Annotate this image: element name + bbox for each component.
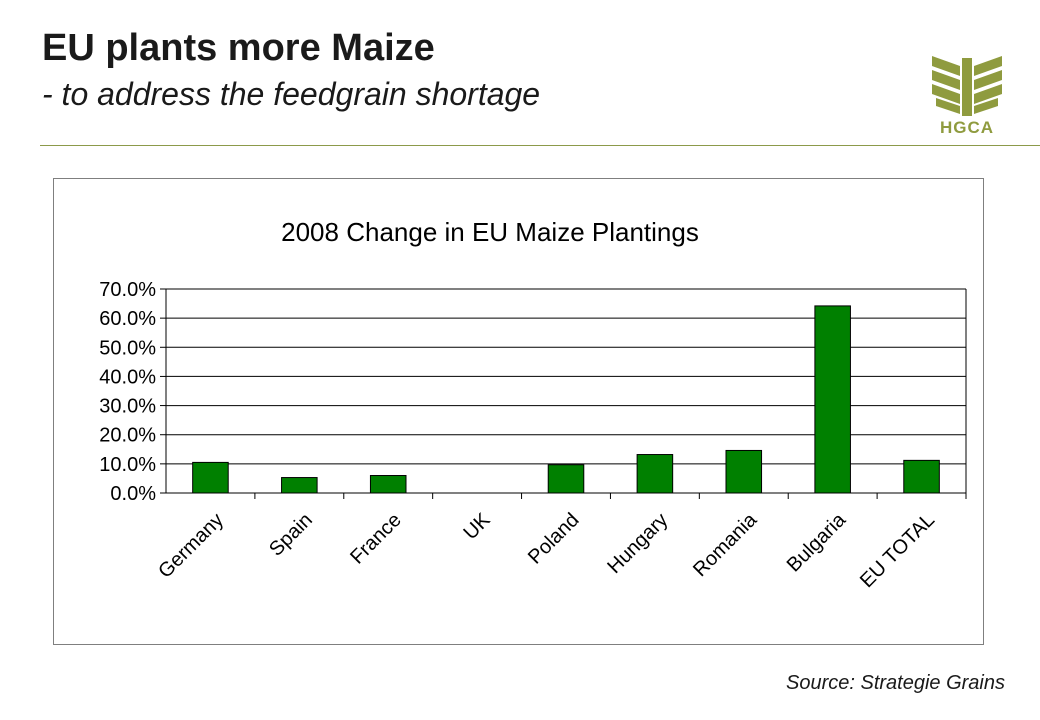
title-divider [40,145,1040,146]
logo-text: HGCA [939,118,995,137]
slide-title: EU plants more Maize [42,27,435,69]
x-tick-label: France [346,509,406,569]
slide-subtitle: - to address the feedgrain shortage [42,76,541,112]
chart-title: 2008 Change in EU Maize Plantings [281,217,699,247]
bar-chart: 2008 Change in EU Maize Plantings 0.0% 10… [99,217,967,592]
x-tick-label: Romania [689,508,762,581]
y-tick-label: 50.0% [99,337,156,359]
x-tick-label: UK [459,509,495,545]
y-tick-label: 0.0% [110,483,156,505]
y-tick-label: 40.0% [99,366,156,388]
x-tick-label: Poland [524,509,584,569]
x-tick-label: Spain [265,509,317,561]
bar-poland [547,464,585,494]
bar-france [369,475,407,494]
x-tick-label: Bulgaria [783,508,851,576]
bar-spain [281,477,318,494]
hgca-logo: HGCA [926,48,1008,140]
chart-frame: 2008 Change in EU Maize Plantings 0.0% 10… [53,178,984,645]
y-tick-label: 60.0% [99,308,156,330]
bar-bulgaria [814,305,851,494]
y-tick-label: 70.0% [99,279,156,301]
y-tick-label: 20.0% [99,425,156,447]
bar-eu-total [903,459,940,494]
bar-hungary [636,454,674,494]
x-tick-label: Hungary [603,509,672,578]
source-note: Source: Strategie Grains [786,672,1005,694]
y-tick-label: 10.0% [99,454,156,476]
x-tick-label: Germany [154,509,228,583]
bar-romania [725,449,763,494]
bar-germany [192,461,229,494]
wheat-icon [932,56,1002,116]
x-tick-label: EU TOTAL [856,509,939,592]
y-tick-label: 30.0% [99,396,156,418]
